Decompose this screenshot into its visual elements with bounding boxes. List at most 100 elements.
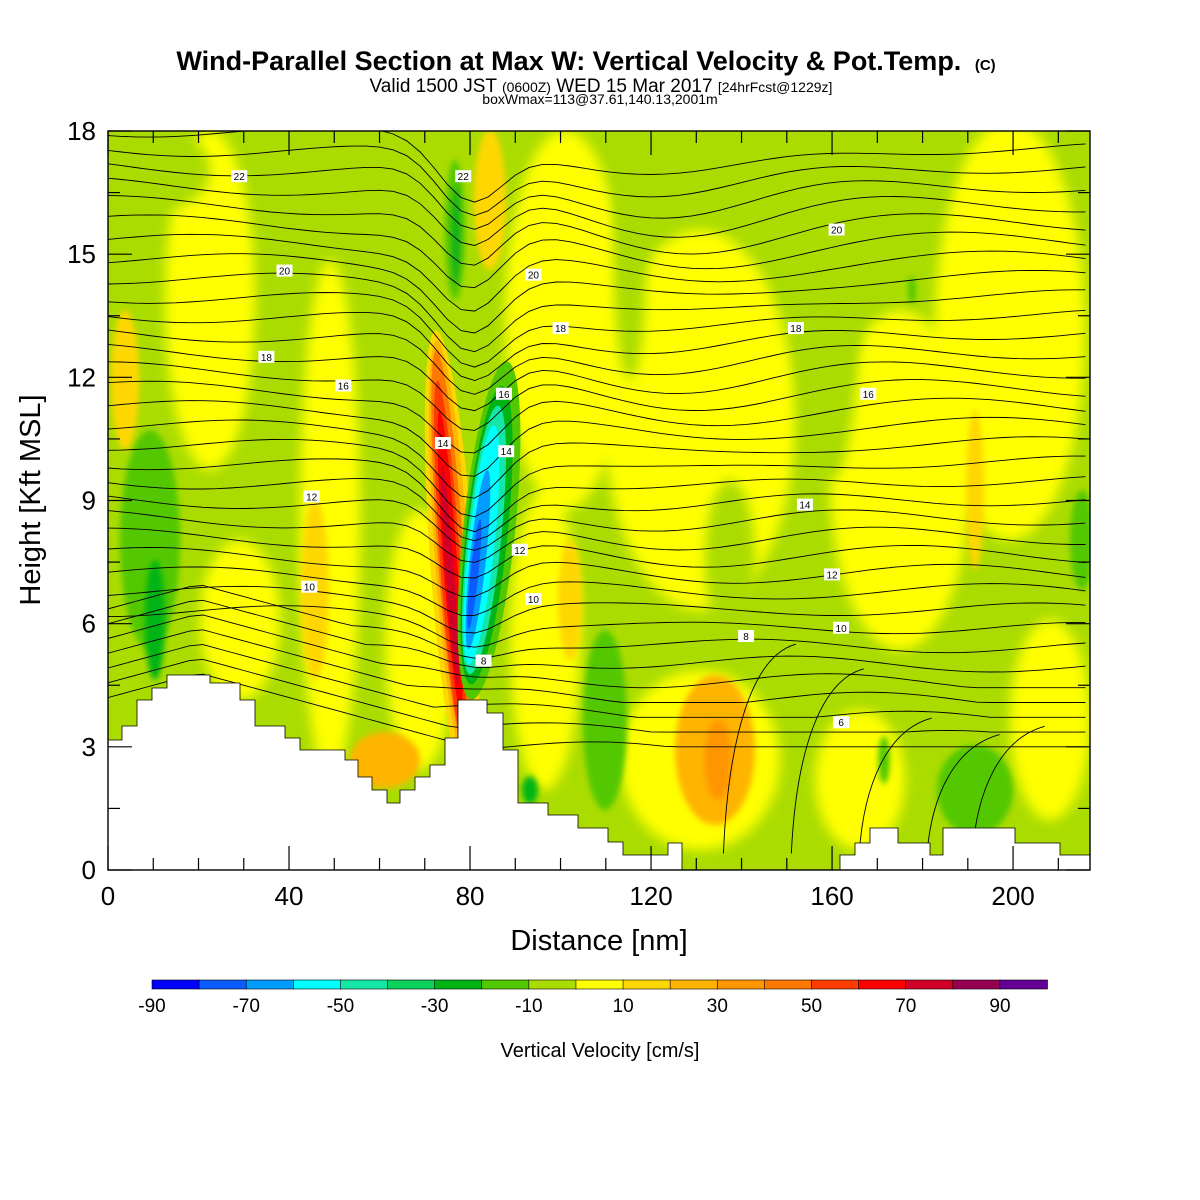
isentrope-line (108, 629, 1086, 703)
contour-label-text: 16 (498, 390, 510, 401)
contour-label-text: 14 (501, 447, 513, 458)
colorbar-swatch (387, 979, 436, 990)
isentrope-line (108, 510, 1086, 563)
contour-label-text: 14 (799, 501, 811, 512)
isentrope-line (108, 311, 1086, 381)
contour-label: 14 (796, 498, 813, 512)
contour-label: 18 (552, 322, 569, 335)
contour-label-text: 10 (836, 624, 848, 635)
isentrope-line (108, 458, 1086, 533)
contour-label-text: 6 (838, 718, 844, 729)
contour-label-bg (738, 629, 755, 642)
chart-title-text: Wind-Parallel Section at Max W: Vertical… (176, 46, 961, 76)
contour-label: 12 (511, 543, 528, 557)
colorbar-tick-label: 90 (989, 996, 1010, 1017)
colorbar-swatch (198, 979, 248, 990)
contour-label-bg (525, 268, 542, 281)
colorbar-tick-label: -30 (421, 996, 448, 1017)
contour-label-text: 22 (234, 172, 246, 183)
x-tick-label: 40 (275, 881, 304, 911)
y-tick-label: 9 (82, 486, 96, 516)
isentrope-line (108, 214, 1086, 289)
contour-label-bg (833, 716, 850, 729)
isentrope-line (108, 585, 1086, 659)
upper-plume-green (445, 160, 465, 300)
isentrope-line (108, 329, 1086, 395)
colorbar-tick-label: -10 (515, 996, 542, 1017)
isentrope-line (108, 380, 1086, 454)
contour-label-text: 18 (790, 324, 802, 335)
subtitle-part-2: (0600Z) (502, 79, 551, 95)
contour-label-bg (824, 568, 841, 581)
contour-label-text: 8 (743, 632, 749, 643)
contour-label-bg (498, 445, 515, 458)
colorbar-swatch (858, 979, 907, 990)
contour-label-bg (434, 437, 451, 450)
contour-label: 20 (276, 264, 293, 278)
colorbar-tick-label: -70 (232, 996, 259, 1017)
colorbar-swatch (669, 979, 719, 990)
contour-label: 10 (301, 580, 318, 594)
y-tick-label: 15 (67, 239, 96, 269)
x-tick-label: 80 (456, 881, 485, 911)
colorbar-swatch (481, 979, 530, 990)
y-tick-label: 3 (82, 732, 96, 762)
isentrope-line (108, 527, 1086, 579)
contour-label: 16 (495, 387, 512, 401)
contour-label-text: 12 (306, 492, 318, 503)
isentrope-line (790, 668, 864, 854)
contour-label: 8 (475, 654, 492, 668)
contour-label-bg (552, 322, 569, 335)
y-tick-label: 18 (67, 116, 96, 146)
isentrope-line (108, 658, 1086, 733)
contour-label-bg (258, 350, 275, 363)
green-regions (120, 276, 1090, 835)
colorbar-swatch (764, 979, 813, 990)
contour-label: 10 (833, 621, 850, 635)
isentrope-line (108, 547, 1086, 597)
contour-label: 8 (738, 629, 755, 643)
colorbar-swatch (575, 979, 624, 990)
isentrope-line (108, 163, 1086, 230)
contour-label-text: 12 (514, 546, 526, 557)
contour-label-text: 16 (863, 390, 875, 401)
contour-label-text: 18 (261, 353, 273, 364)
isentrope-line (108, 195, 1086, 266)
contour-label-text: 20 (831, 226, 843, 237)
isentrope-line (108, 272, 1086, 353)
y-tick-label: 12 (67, 362, 96, 392)
isentrope-line (108, 495, 1086, 551)
contour-label: 16 (860, 387, 877, 401)
chart-title-mark: (C) (975, 57, 996, 74)
contour-label-text: 18 (555, 324, 567, 335)
light-green-regions (110, 131, 860, 640)
subtitle-part-3: WED 15 Mar 2017 (556, 76, 718, 97)
x-axis-label: Distance [nm] (510, 925, 687, 957)
chart-title: Wind-Parallel Section at Max W: Vertical… (176, 46, 995, 76)
colorbar-swatch (716, 979, 766, 990)
isentrope-line (108, 292, 1086, 368)
y-tick-label: 6 (82, 609, 96, 639)
y-axis-label: Height [Kft MSL] (15, 394, 47, 605)
contour-label: 20 (525, 268, 542, 282)
contour-label-bg (828, 223, 845, 236)
potential-temperature-contours (108, 131, 1086, 854)
plot-area: 22 22 20 20 20 18 18 18 16 16 16 14 14 14 12 12 12 10 10 10… (108, 131, 1090, 870)
contour-label-text: 10 (528, 595, 540, 606)
isentrope-line (108, 177, 1086, 246)
y-tick-label: 0 (82, 855, 96, 885)
colorbar-tick-label: -50 (327, 996, 354, 1017)
contour-label: 14 (498, 445, 515, 458)
x-tick-label: 160 (810, 881, 853, 911)
contour-label: 18 (787, 322, 804, 335)
subtitle-part-1: Valid 1500 JST (370, 76, 502, 97)
contour-label-bg (796, 498, 813, 511)
isentrope-line (108, 233, 1086, 312)
contour-label-text: 20 (528, 271, 540, 282)
contour-label: 12 (303, 490, 320, 503)
x-tick-labels: 0 40 80 120 160 200 (101, 881, 1035, 911)
isentrope-line (108, 419, 1086, 499)
colorbar-swatch (151, 979, 200, 990)
dark-green-regions (145, 560, 538, 804)
contour-label-bg (475, 654, 492, 667)
